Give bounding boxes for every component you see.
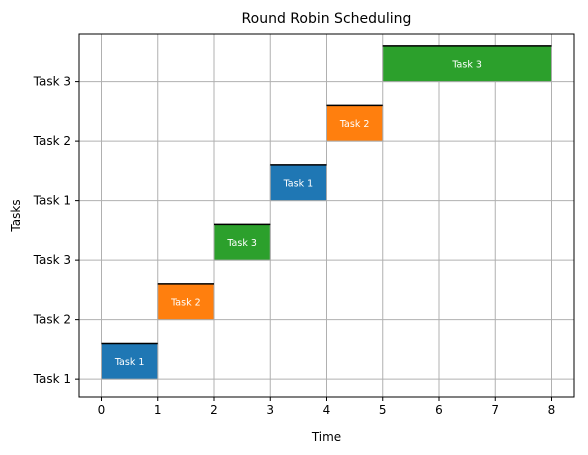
x-tick-label: 2 [210,403,218,417]
y-axis-ticks: Task 1 Task 2 Task 3 Task 1 Task 2 Task 3 [33,75,79,386]
x-tick-label: 5 [379,403,387,417]
task-bar-group: Task 2 [326,104,384,142]
y-tick-label: Task 2 [33,313,71,327]
chart-title: Round Robin Scheduling [242,11,412,27]
y-axis-label: Tasks [9,199,23,232]
task-bar-group: Task 1 [269,164,327,202]
x-tick-label: 3 [266,403,274,417]
task-bar [382,45,552,83]
y-tick-label: Task 3 [33,75,71,89]
x-tick-label: 4 [323,403,331,417]
x-axis-ticks: 0 1 2 3 4 5 6 7 8 [98,397,556,417]
task-bar-label: Task 3 [451,59,482,70]
x-tick-label: 6 [435,403,443,417]
task-bar-group: Task 1 [101,342,159,380]
y-tick-label: Task 1 [33,194,71,208]
x-tick-label: 7 [491,403,499,417]
task-bar-group: Task 3 [382,45,552,83]
task-bar-label: Task 1 [283,178,314,189]
x-axis-label: Time [311,430,341,444]
task-bar-group: Task 3 [213,223,271,261]
bar-layer: Task 1 Task 2 Task 3 Task 1 Task 2 Task 3 [101,45,552,380]
grid-layer [79,34,574,397]
task-bar [101,342,159,380]
y-tick-label: Task 1 [33,372,71,386]
task-bar [326,104,384,142]
y-tick-label: Task 3 [33,253,71,267]
task-bar [269,164,327,202]
task-bar-label: Task 1 [114,357,145,368]
x-tick-label: 0 [98,403,106,417]
task-bar-group: Task 2 [157,283,215,321]
x-tick-label: 8 [548,403,556,417]
task-bar-label: Task 3 [226,238,257,249]
task-bar-label: Task 2 [339,119,370,130]
x-tick-label: 1 [154,403,162,417]
task-bar-label: Task 2 [170,297,201,308]
y-tick-label: Task 2 [33,134,71,148]
